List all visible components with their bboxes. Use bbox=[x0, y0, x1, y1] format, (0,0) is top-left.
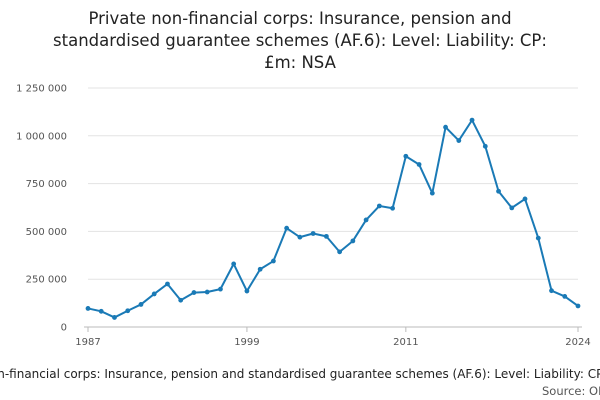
data-point[interactable] bbox=[469, 117, 475, 123]
data-point[interactable] bbox=[165, 281, 170, 287]
y-tick-label: 1 250 000 bbox=[16, 84, 67, 95]
data-point[interactable] bbox=[509, 205, 515, 211]
data-point[interactable] bbox=[297, 234, 303, 240]
data-point[interactable] bbox=[403, 153, 409, 159]
chart-title-line: Private non-financial corps: Insurance, … bbox=[88, 9, 511, 28]
data-point[interactable] bbox=[363, 217, 369, 223]
y-tick-label: 1 000 000 bbox=[16, 131, 67, 142]
data-point[interactable] bbox=[151, 291, 157, 297]
x-tick-label: 2011 bbox=[393, 337, 418, 348]
data-point[interactable] bbox=[138, 302, 144, 307]
footer-caption: Private non-financial corps: Insurance, … bbox=[0, 367, 600, 381]
data-point[interactable] bbox=[390, 205, 395, 211]
data-point[interactable] bbox=[112, 315, 117, 320]
data-point[interactable] bbox=[562, 294, 568, 299]
data-point[interactable] bbox=[310, 231, 316, 236]
data-point[interactable] bbox=[204, 289, 210, 295]
x-tick-label: 2024 bbox=[565, 337, 590, 348]
data-point[interactable] bbox=[323, 233, 329, 239]
y-tick-label: 0 bbox=[61, 323, 67, 334]
chart-title-line: standardised guarantee schemes (AF.6): L… bbox=[53, 31, 547, 50]
data-point[interactable] bbox=[284, 225, 290, 231]
x-axis-tick-labels: 1987 1999 2011 2024 bbox=[75, 337, 590, 348]
chart-title: Private non-financial corps: Insurance, … bbox=[53, 9, 547, 72]
x-tick-label: 1987 bbox=[75, 337, 100, 348]
y-tick-label: 500 000 bbox=[26, 227, 67, 238]
axes bbox=[84, 326, 582, 332]
data-point[interactable] bbox=[218, 286, 223, 292]
chart-title-line: £m: NSA bbox=[264, 53, 336, 72]
data-point[interactable] bbox=[416, 162, 422, 167]
y-axis-tick-labels: 0 250 000 500 000 750 000 1 000 000 1 250 000 bbox=[16, 84, 67, 334]
series-line bbox=[87, 119, 579, 319]
data-point[interactable] bbox=[443, 124, 448, 130]
data-point[interactable] bbox=[178, 297, 184, 303]
data-point[interactable] bbox=[125, 308, 131, 314]
data-point[interactable] bbox=[337, 249, 343, 255]
data-point[interactable] bbox=[535, 235, 541, 241]
data-point[interactable] bbox=[271, 258, 276, 264]
data-point[interactable] bbox=[244, 288, 250, 294]
y-tick-label: 750 000 bbox=[26, 179, 67, 190]
data-point[interactable] bbox=[482, 143, 488, 149]
data-point[interactable] bbox=[549, 288, 554, 294]
data-point[interactable] bbox=[257, 266, 263, 272]
series bbox=[85, 117, 581, 320]
data-point[interactable] bbox=[231, 261, 237, 267]
source-label: Source: ONS bbox=[542, 384, 600, 398]
grid-lines bbox=[88, 87, 578, 280]
data-point[interactable] bbox=[191, 290, 197, 295]
data-point[interactable] bbox=[496, 188, 501, 194]
data-point[interactable] bbox=[575, 303, 581, 309]
x-tick-label: 1999 bbox=[234, 337, 259, 348]
data-point[interactable] bbox=[376, 203, 382, 209]
data-point[interactable] bbox=[98, 308, 104, 314]
data-point[interactable] bbox=[350, 238, 356, 244]
y-tick-label: 250 000 bbox=[26, 275, 67, 286]
data-point[interactable] bbox=[429, 190, 435, 196]
data-point[interactable] bbox=[522, 196, 528, 202]
data-point[interactable] bbox=[85, 306, 91, 311]
data-point[interactable] bbox=[456, 138, 462, 143]
